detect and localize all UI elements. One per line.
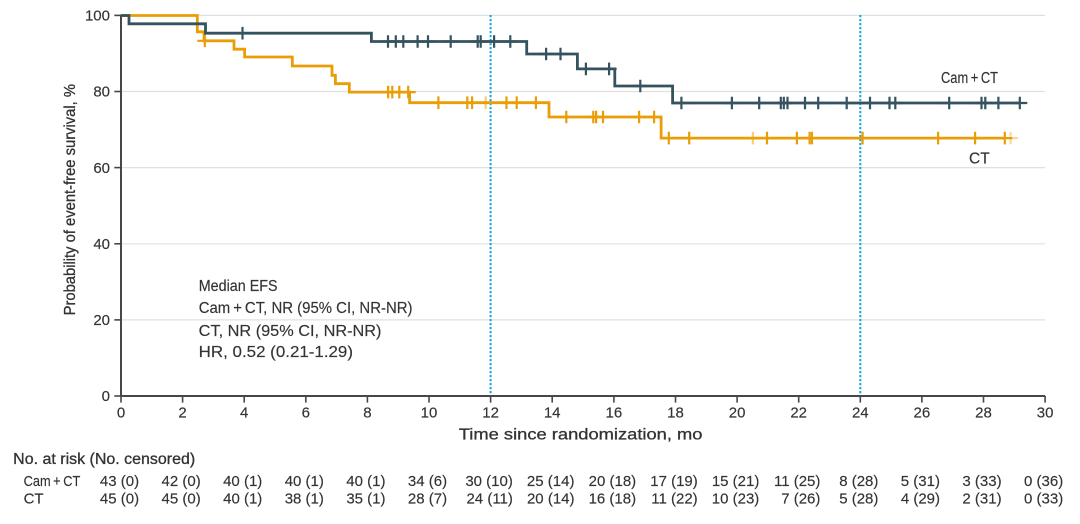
svg-text:16 (18): 16 (18) bbox=[589, 490, 637, 507]
svg-text:45 (0): 45 (0) bbox=[162, 490, 201, 507]
svg-text:7 (26): 7 (26) bbox=[781, 490, 820, 507]
svg-text:28 (7): 28 (7) bbox=[408, 490, 447, 507]
svg-text:Probability of event-free surv: Probability of event-free survival, % bbox=[62, 84, 79, 315]
svg-text:0 (33): 0 (33) bbox=[1024, 490, 1063, 507]
svg-text:8: 8 bbox=[363, 405, 371, 422]
svg-text:30 (10): 30 (10) bbox=[465, 473, 513, 490]
svg-text:0: 0 bbox=[117, 405, 125, 422]
svg-text:HR, 0.52 (0.21-1.29): HR, 0.52 (0.21-1.29) bbox=[199, 344, 353, 361]
svg-text:28: 28 bbox=[975, 405, 992, 422]
svg-text:20: 20 bbox=[729, 405, 746, 422]
svg-text:Cam + CT: Cam + CT bbox=[941, 70, 998, 87]
svg-text:5 (28): 5 (28) bbox=[839, 490, 878, 507]
svg-text:11 (25): 11 (25) bbox=[774, 473, 820, 490]
svg-text:No. at risk (No. censored): No. at risk (No. censored) bbox=[13, 451, 195, 468]
svg-text:40 (1): 40 (1) bbox=[285, 473, 324, 490]
svg-text:40: 40 bbox=[93, 236, 110, 253]
svg-text:3 (33): 3 (33) bbox=[962, 473, 1001, 490]
svg-text:11 (22): 11 (22) bbox=[651, 490, 697, 507]
svg-text:6: 6 bbox=[302, 405, 310, 422]
svg-text:35 (1): 35 (1) bbox=[346, 490, 385, 507]
svg-text:Time since randomization, mo: Time since randomization, mo bbox=[459, 427, 703, 444]
svg-text:10 (23): 10 (23) bbox=[712, 490, 760, 507]
svg-text:0: 0 bbox=[102, 388, 110, 405]
svg-text:22: 22 bbox=[790, 405, 807, 422]
svg-text:43 (0): 43 (0) bbox=[100, 473, 139, 490]
svg-text:8 (28): 8 (28) bbox=[839, 473, 878, 490]
svg-text:12: 12 bbox=[482, 405, 499, 422]
svg-text:CT, NR (95% CI, NR-NR): CT, NR (95% CI, NR-NR) bbox=[199, 323, 382, 340]
svg-text:18: 18 bbox=[667, 405, 684, 422]
svg-text:16: 16 bbox=[606, 405, 623, 422]
svg-text:30: 30 bbox=[1037, 405, 1054, 422]
svg-text:24 (11): 24 (11) bbox=[466, 490, 512, 507]
svg-text:Cam + CT: Cam + CT bbox=[24, 473, 81, 490]
svg-text:10: 10 bbox=[421, 405, 438, 422]
svg-text:60: 60 bbox=[93, 160, 110, 177]
svg-text:40 (1): 40 (1) bbox=[223, 473, 262, 490]
svg-text:0 (36): 0 (36) bbox=[1024, 473, 1063, 490]
svg-text:2 (31): 2 (31) bbox=[962, 490, 1001, 507]
svg-text:80: 80 bbox=[93, 84, 110, 101]
svg-text:Cam + CT, NR (95% CI, NR-NR): Cam + CT, NR (95% CI, NR-NR) bbox=[199, 300, 413, 317]
svg-text:Median EFS: Median EFS bbox=[199, 278, 278, 295]
svg-text:20: 20 bbox=[93, 312, 110, 329]
svg-text:40 (1): 40 (1) bbox=[223, 490, 262, 507]
svg-text:26: 26 bbox=[914, 405, 931, 422]
svg-text:2: 2 bbox=[178, 405, 186, 422]
svg-text:25 (14): 25 (14) bbox=[527, 473, 575, 490]
svg-text:100: 100 bbox=[85, 8, 110, 25]
svg-text:38 (1): 38 (1) bbox=[285, 490, 324, 507]
svg-text:24: 24 bbox=[852, 405, 869, 422]
svg-text:45 (0): 45 (0) bbox=[100, 490, 139, 507]
svg-text:34 (6): 34 (6) bbox=[408, 473, 447, 490]
svg-text:42 (0): 42 (0) bbox=[162, 473, 201, 490]
svg-text:4: 4 bbox=[240, 405, 248, 422]
svg-text:15 (21): 15 (21) bbox=[712, 473, 760, 490]
svg-text:5 (31): 5 (31) bbox=[901, 473, 940, 490]
svg-text:20 (18): 20 (18) bbox=[589, 473, 637, 490]
svg-text:CT: CT bbox=[969, 151, 990, 168]
svg-text:14: 14 bbox=[544, 405, 561, 422]
svg-text:4 (29): 4 (29) bbox=[901, 490, 940, 507]
svg-text:20 (14): 20 (14) bbox=[527, 490, 575, 507]
svg-text:40 (1): 40 (1) bbox=[346, 473, 385, 490]
svg-text:17 (19): 17 (19) bbox=[650, 473, 698, 490]
svg-text:CT: CT bbox=[24, 490, 44, 507]
